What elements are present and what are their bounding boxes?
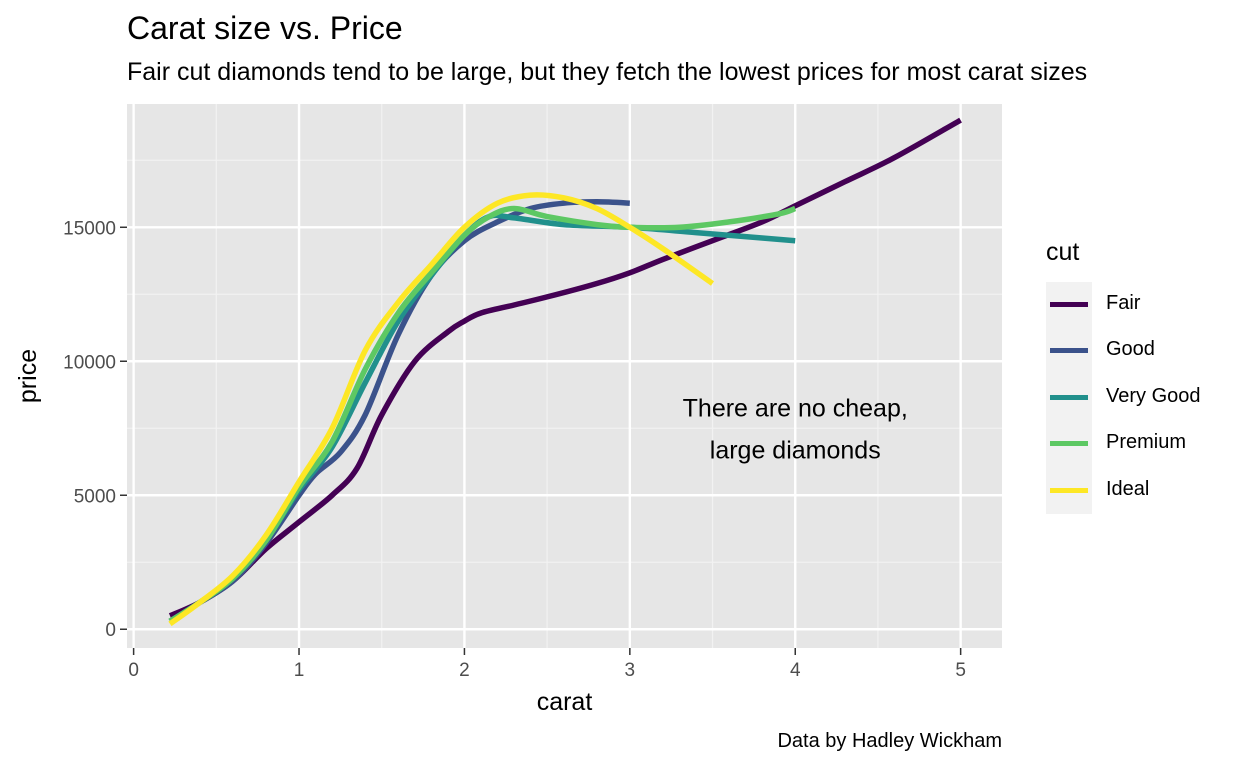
legend-swatch — [1050, 348, 1088, 354]
x-tick-label: 4 — [790, 660, 801, 681]
plot-panel — [127, 104, 1002, 648]
y-tick-label: 0 — [105, 620, 116, 641]
annotation: There are no cheap, large diamonds — [683, 394, 908, 464]
legend-item-very-good: Very Good — [1046, 375, 1201, 421]
annotation-line: large diamonds — [710, 436, 881, 464]
annotation-line: There are no cheap, — [683, 394, 908, 422]
legend-label: Very Good — [1106, 384, 1201, 407]
x-tick-label: 2 — [459, 660, 470, 681]
legend-swatch — [1050, 394, 1088, 400]
x-tick-label: 0 — [128, 660, 139, 681]
x-tick-label: 5 — [955, 660, 966, 681]
legend-keys: Fair Good Very Good Premium Ideal — [1046, 282, 1201, 514]
legend-item-premium: Premium — [1046, 421, 1186, 467]
series-lines — [168, 117, 962, 627]
chart-title: Carat size vs. Price — [127, 10, 403, 46]
chart-caption: Data by Hadley Wickham — [777, 730, 1002, 752]
legend-label: Good — [1106, 338, 1155, 361]
legend-swatch — [1050, 302, 1088, 307]
x-tick-label: 1 — [294, 660, 305, 681]
series-line-premium — [168, 205, 797, 624]
legend-item-good: Good — [1046, 328, 1155, 374]
legend: cut Fair Good Very Good Premium Ideal — [1046, 238, 1201, 514]
y-tick-label: 15000 — [63, 218, 116, 239]
legend-label: Ideal — [1106, 477, 1150, 500]
chart-subtitle: Fair cut diamonds tend to be large, but … — [127, 58, 1088, 86]
major-gridlines — [127, 104, 1002, 648]
y-tick-label: 5000 — [74, 486, 116, 507]
x-axis-title: carat — [537, 688, 593, 716]
legend-swatch — [1050, 487, 1088, 493]
x-tick-label: 3 — [625, 660, 636, 681]
legend-title: cut — [1046, 238, 1080, 266]
legend-label: Fair — [1106, 292, 1141, 314]
legend-item-fair: Fair — [1046, 282, 1140, 328]
y-axis-title: price — [14, 349, 42, 403]
series-line-ideal — [168, 192, 715, 627]
y-tick-label: 10000 — [63, 352, 116, 373]
y-axis: 0 5000 10000 15000 — [63, 218, 127, 641]
legend-swatch — [1050, 441, 1088, 447]
legend-label: Premium — [1106, 431, 1187, 454]
x-axis: 0 1 2 3 4 5 — [128, 648, 966, 681]
legend-item-ideal: Ideal — [1046, 468, 1149, 514]
